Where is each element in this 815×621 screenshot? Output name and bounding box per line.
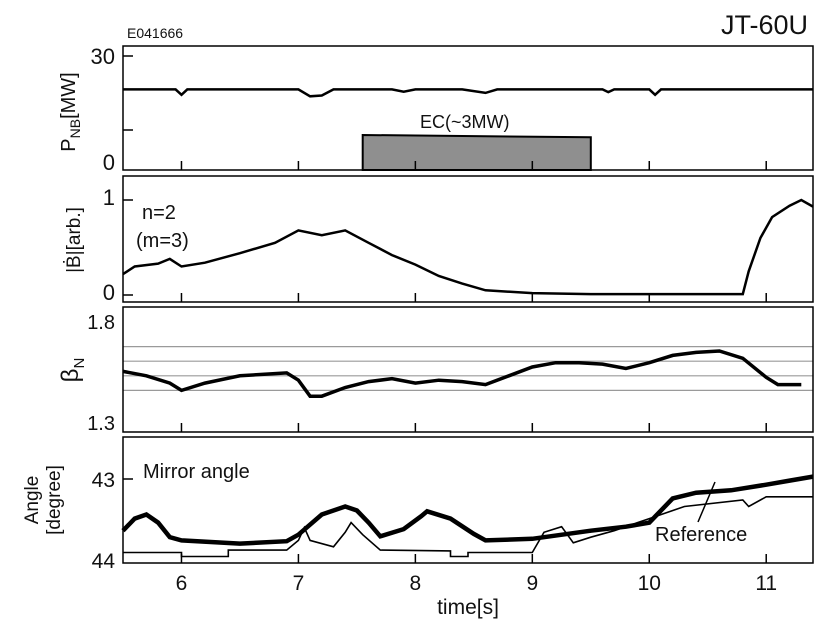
- betan-frame: [122, 306, 814, 433]
- betan-ytick-label-high: 1.8: [87, 312, 115, 334]
- panel-bdot: 1 0 n=2 (m=3) |Ḃ|[arb.]: [64, 175, 814, 305]
- bdot-series: [122, 198, 814, 296]
- panel-angle: 43 44 Mirror angle Reference Angle [degr…: [22, 161, 814, 619]
- angle-annotation-mirror: Mirror angle: [143, 461, 250, 483]
- pnb-ylabel: PNB[MW]: [58, 72, 83, 151]
- betan-ytick-label-low: 1.3: [87, 413, 115, 435]
- pnb-frame: [122, 45, 814, 171]
- angle-series-mirror: [121, 474, 814, 546]
- xtick-label-10: 10: [638, 572, 661, 595]
- xtick-label-6: 6: [176, 572, 188, 595]
- pnb-ytick-label-30: 30: [91, 44, 115, 69]
- angle-series-reference: [123, 496, 813, 558]
- angle-ytick-label-44: 44: [92, 550, 116, 573]
- pnb-ytick-label-0: 0: [103, 150, 115, 175]
- reference-trace: [123, 496, 813, 558]
- bdot-ytick-label-1: 1: [103, 185, 115, 210]
- xtick-label-11: 11: [755, 572, 777, 595]
- angle-ylabel-unit: [degree]: [44, 465, 65, 535]
- xtick-label-8: 8: [410, 572, 422, 595]
- bdot-trace: [122, 198, 814, 296]
- x-axis-ticks: 6 7 8 9 10 11: [176, 161, 777, 595]
- angle-ytick-label-43: 43: [92, 469, 115, 492]
- bdot-frame: [122, 175, 814, 303]
- pnb-ec-pulse: [361, 133, 592, 171]
- bdot-annotation-m: (m=3): [136, 230, 189, 252]
- angle-annotation-reference: Reference: [655, 524, 747, 546]
- betan-series: [122, 349, 802, 398]
- betan-trace: [122, 349, 802, 398]
- pnb-trace: [123, 88, 813, 98]
- mirror-angle-trace: [121, 474, 814, 546]
- pnb-annotation-ec: EC(~3MW): [420, 112, 510, 132]
- panel-pnb: 30 0 EC(~3MW) PNB[MW]: [58, 44, 814, 175]
- ec-pulse-trace: [361, 133, 592, 171]
- shot-id-label: E041666: [127, 25, 183, 41]
- bdot-ytick-label-0: 0: [103, 280, 115, 305]
- bdot-annotation-n: n=2: [142, 202, 176, 224]
- pnb-series-1: [123, 88, 813, 98]
- x-axis-label: time[s]: [437, 596, 499, 619]
- betan-ylabel: βN: [57, 358, 88, 383]
- angle-frame: [122, 436, 814, 564]
- bdot-ylabel: |Ḃ|[arb.]: [64, 207, 85, 273]
- reference-pointer: [697, 481, 716, 523]
- machine-label: JT-60U: [721, 10, 808, 40]
- angle-ylabel: Angle: [22, 476, 43, 525]
- xtick-label-9: 9: [526, 572, 538, 595]
- panel-betan: 1.8 1.3 βN: [57, 306, 814, 435]
- xtick-label-7: 7: [293, 572, 305, 595]
